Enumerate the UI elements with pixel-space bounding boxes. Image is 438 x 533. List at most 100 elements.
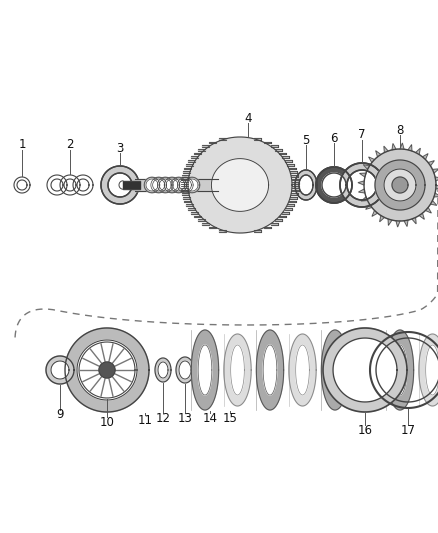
Polygon shape <box>416 148 420 155</box>
Text: 11: 11 <box>138 414 152 426</box>
Polygon shape <box>360 345 374 395</box>
Polygon shape <box>256 330 284 410</box>
Polygon shape <box>263 345 277 395</box>
Polygon shape <box>419 213 424 219</box>
Polygon shape <box>101 166 139 204</box>
Polygon shape <box>231 345 244 395</box>
Polygon shape <box>358 181 364 185</box>
Polygon shape <box>400 143 404 149</box>
Polygon shape <box>316 167 352 203</box>
Polygon shape <box>392 143 396 150</box>
Polygon shape <box>360 173 366 177</box>
Polygon shape <box>144 177 160 193</box>
Polygon shape <box>186 179 198 191</box>
Polygon shape <box>372 211 378 216</box>
Polygon shape <box>177 177 193 193</box>
Polygon shape <box>151 177 166 193</box>
Polygon shape <box>158 362 168 378</box>
Polygon shape <box>419 334 438 406</box>
Polygon shape <box>422 154 428 159</box>
Polygon shape <box>364 149 436 221</box>
Text: 9: 9 <box>56 408 64 422</box>
Polygon shape <box>428 160 434 166</box>
Text: 1: 1 <box>18 139 26 151</box>
Polygon shape <box>65 328 149 412</box>
Polygon shape <box>386 330 413 410</box>
Polygon shape <box>393 345 407 395</box>
Polygon shape <box>431 200 437 205</box>
Polygon shape <box>188 137 292 233</box>
Polygon shape <box>322 173 346 197</box>
Polygon shape <box>108 173 132 197</box>
Text: 12: 12 <box>155 411 170 424</box>
Text: 14: 14 <box>202 411 218 424</box>
Polygon shape <box>173 179 185 191</box>
Polygon shape <box>384 169 416 201</box>
Polygon shape <box>376 151 381 157</box>
Polygon shape <box>354 334 381 406</box>
Polygon shape <box>396 221 400 227</box>
Polygon shape <box>77 340 137 400</box>
Text: 13: 13 <box>177 411 192 424</box>
Polygon shape <box>363 165 370 169</box>
Text: 4: 4 <box>244 111 252 125</box>
Polygon shape <box>432 169 438 173</box>
Polygon shape <box>361 197 367 201</box>
Polygon shape <box>380 215 385 222</box>
Polygon shape <box>46 356 74 384</box>
Polygon shape <box>434 193 438 197</box>
Polygon shape <box>179 179 191 191</box>
Polygon shape <box>155 358 171 382</box>
Polygon shape <box>176 357 194 383</box>
Text: 6: 6 <box>330 132 338 144</box>
Polygon shape <box>322 173 346 197</box>
Polygon shape <box>435 177 438 181</box>
Polygon shape <box>212 159 268 212</box>
Polygon shape <box>296 345 309 395</box>
Polygon shape <box>412 217 416 224</box>
Polygon shape <box>224 334 251 406</box>
Polygon shape <box>289 334 316 406</box>
Polygon shape <box>321 330 349 410</box>
Polygon shape <box>426 345 438 395</box>
Polygon shape <box>323 328 407 412</box>
Polygon shape <box>369 157 374 163</box>
Polygon shape <box>191 330 219 410</box>
Text: 17: 17 <box>400 424 416 437</box>
Polygon shape <box>340 163 384 207</box>
Text: 10: 10 <box>99 416 114 429</box>
Polygon shape <box>295 170 317 200</box>
Polygon shape <box>436 185 438 189</box>
Polygon shape <box>328 345 342 395</box>
Polygon shape <box>179 361 191 379</box>
Polygon shape <box>153 179 165 191</box>
Polygon shape <box>79 342 135 398</box>
Text: 16: 16 <box>357 424 372 437</box>
Polygon shape <box>99 362 115 378</box>
Polygon shape <box>171 177 187 193</box>
Text: 7: 7 <box>358 128 366 141</box>
Polygon shape <box>198 345 212 395</box>
Polygon shape <box>408 144 412 151</box>
Text: 15: 15 <box>223 411 237 424</box>
Polygon shape <box>347 170 377 200</box>
Text: 3: 3 <box>117 141 124 155</box>
Polygon shape <box>159 179 171 191</box>
Polygon shape <box>158 177 173 193</box>
Polygon shape <box>299 175 313 195</box>
Polygon shape <box>404 220 408 227</box>
Polygon shape <box>333 338 397 402</box>
Text: 5: 5 <box>302 133 310 147</box>
Polygon shape <box>375 160 425 210</box>
Polygon shape <box>388 219 392 225</box>
Polygon shape <box>164 177 180 193</box>
Polygon shape <box>146 179 158 191</box>
Polygon shape <box>51 361 69 379</box>
Polygon shape <box>384 146 388 152</box>
Polygon shape <box>425 207 431 213</box>
Text: 8: 8 <box>396 124 404 136</box>
Polygon shape <box>392 177 408 193</box>
Polygon shape <box>166 179 178 191</box>
Text: 2: 2 <box>66 139 74 151</box>
Polygon shape <box>366 204 372 209</box>
